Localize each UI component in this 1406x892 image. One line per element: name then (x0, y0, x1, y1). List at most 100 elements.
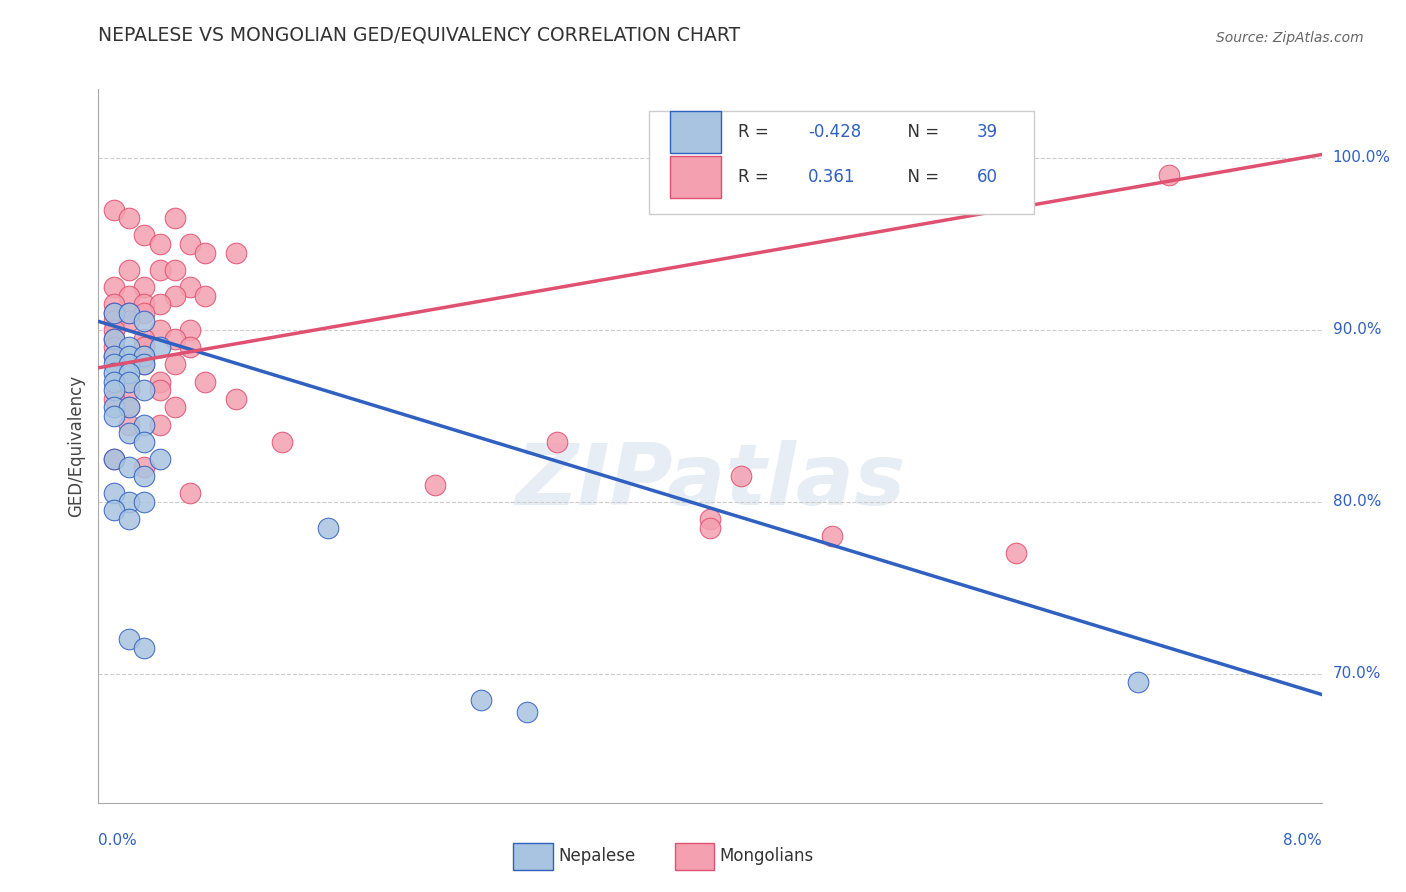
Text: ZIPatlas: ZIPatlas (515, 440, 905, 524)
Point (179, 340, 201, 354)
Point (1157, 168, 1180, 182)
Point (118, 417, 141, 432)
Text: 70.0%: 70.0% (1333, 666, 1381, 681)
Point (163, 211, 186, 226)
Point (118, 401, 141, 415)
Point (149, 297, 172, 311)
Point (699, 521, 721, 535)
Text: 100.0%: 100.0% (1333, 151, 1391, 166)
Point (194, 245, 217, 260)
Point (163, 357, 186, 371)
Point (118, 349, 141, 363)
Point (118, 366, 141, 380)
Point (149, 383, 172, 397)
Point (103, 392, 125, 406)
Point (103, 451, 125, 466)
Point (1004, 546, 1026, 560)
Point (118, 340, 141, 354)
Point (821, 529, 844, 543)
Point (103, 349, 125, 363)
Point (103, 366, 125, 380)
Point (118, 426, 141, 441)
Point (134, 383, 156, 397)
Point (103, 401, 125, 415)
Point (163, 401, 186, 415)
Point (103, 486, 125, 500)
Point (163, 288, 186, 302)
Point (103, 451, 125, 466)
Point (134, 314, 156, 328)
Text: R =: R = (738, 123, 775, 141)
Point (149, 262, 172, 277)
Text: 90.0%: 90.0% (1333, 322, 1381, 337)
Text: NEPALESE VS MONGOLIAN GED/EQUIVALENCY CORRELATION CHART: NEPALESE VS MONGOLIAN GED/EQUIVALENCY CO… (98, 26, 741, 45)
Point (103, 503, 125, 517)
Point (134, 417, 156, 432)
Point (134, 297, 156, 311)
Point (118, 460, 141, 475)
Point (118, 288, 141, 302)
Point (179, 323, 201, 337)
Text: -0.428: -0.428 (808, 123, 860, 141)
Point (149, 375, 172, 389)
Text: Source: ZipAtlas.com: Source: ZipAtlas.com (1216, 30, 1364, 45)
Point (118, 211, 141, 226)
Point (134, 469, 156, 483)
Point (134, 460, 156, 475)
Text: N =: N = (897, 168, 945, 186)
Bar (669, 111, 721, 153)
Text: Nepalese: Nepalese (558, 847, 636, 865)
Point (316, 521, 339, 535)
Point (103, 202, 125, 217)
Point (225, 392, 247, 406)
Point (194, 288, 217, 302)
Point (225, 245, 247, 260)
Text: Mongolians: Mongolians (720, 847, 814, 865)
Point (134, 332, 156, 346)
FancyBboxPatch shape (648, 111, 1035, 214)
Point (103, 340, 125, 354)
Point (134, 357, 156, 371)
Point (134, 340, 156, 354)
Point (103, 297, 125, 311)
Point (163, 262, 186, 277)
Point (118, 306, 141, 320)
Text: 60: 60 (977, 168, 998, 186)
Point (134, 357, 156, 371)
Y-axis label: GED/Equivalency: GED/Equivalency (67, 375, 86, 517)
Point (118, 383, 141, 397)
Point (134, 495, 156, 509)
Point (149, 340, 172, 354)
Point (103, 332, 125, 346)
Text: N =: N = (897, 123, 945, 141)
Point (1128, 675, 1150, 690)
Point (134, 349, 156, 363)
Point (103, 383, 125, 397)
Point (149, 451, 172, 466)
Point (163, 332, 186, 346)
Point (179, 236, 201, 251)
Text: 0.0%: 0.0% (98, 833, 138, 848)
Text: 0.361: 0.361 (808, 168, 855, 186)
Point (134, 349, 156, 363)
Point (103, 306, 125, 320)
Point (149, 417, 172, 432)
Point (103, 323, 125, 337)
Point (118, 314, 141, 328)
Point (149, 323, 172, 337)
Point (179, 280, 201, 294)
Point (699, 512, 721, 526)
Point (103, 280, 125, 294)
Point (103, 349, 125, 363)
Point (118, 357, 141, 371)
Text: 8.0%: 8.0% (1282, 833, 1322, 848)
Point (118, 512, 141, 526)
Point (103, 332, 125, 346)
Point (149, 236, 172, 251)
Point (194, 375, 217, 389)
Point (103, 306, 125, 320)
Point (179, 486, 201, 500)
Text: 80.0%: 80.0% (1333, 494, 1381, 509)
Point (134, 280, 156, 294)
Point (134, 306, 156, 320)
